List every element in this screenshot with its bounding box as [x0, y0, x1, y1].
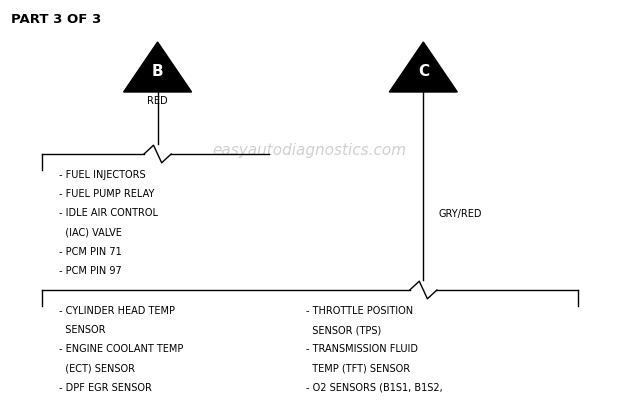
Text: B: B [152, 64, 163, 78]
Text: - DPF EGR SENSOR: - DPF EGR SENSOR [59, 383, 151, 393]
Text: - IDLE AIR CONTROL: - IDLE AIR CONTROL [59, 208, 158, 218]
Text: SENSOR (TPS): SENSOR (TPS) [306, 325, 381, 335]
Text: GRY/RED: GRY/RED [439, 209, 482, 219]
Text: TEMP (TFT) SENSOR: TEMP (TFT) SENSOR [306, 364, 410, 374]
Polygon shape [124, 42, 192, 92]
Polygon shape [389, 42, 457, 92]
Text: - PCM PIN 71: - PCM PIN 71 [59, 247, 122, 257]
Text: - FUEL PUMP RELAY: - FUEL PUMP RELAY [59, 189, 154, 199]
Text: - PCM PIN 97: - PCM PIN 97 [59, 266, 122, 276]
Text: - CYLINDER HEAD TEMP: - CYLINDER HEAD TEMP [59, 306, 175, 316]
Text: (IAC) VALVE: (IAC) VALVE [59, 228, 122, 238]
Text: - THROTTLE POSITION: - THROTTLE POSITION [306, 306, 413, 316]
Text: - ENGINE COOLANT TEMP: - ENGINE COOLANT TEMP [59, 344, 183, 354]
Text: RED: RED [147, 96, 168, 106]
Text: PART 3 OF 3: PART 3 OF 3 [11, 13, 101, 26]
Text: - TRANSMISSION FLUID: - TRANSMISSION FLUID [306, 344, 418, 354]
Text: - O2 SENSORS (B1S1, B1S2,: - O2 SENSORS (B1S1, B1S2, [306, 383, 442, 393]
Text: - FUEL INJECTORS: - FUEL INJECTORS [59, 170, 145, 180]
Text: SENSOR: SENSOR [59, 325, 105, 335]
Text: easyautodiagnostics.com: easyautodiagnostics.com [212, 142, 406, 158]
Text: C: C [418, 64, 429, 78]
Text: (ECT) SENSOR: (ECT) SENSOR [59, 364, 135, 374]
